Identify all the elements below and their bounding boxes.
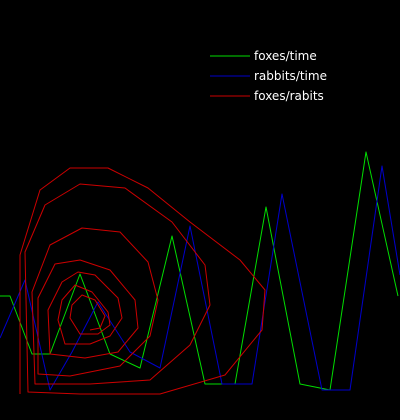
legend-label-rabbits-time: rabbits/time [254,69,327,83]
legend: foxes/time rabbits/time foxes/rabits [210,49,327,103]
series-layer [0,151,400,395]
legend-label-foxes-rabits: foxes/rabits [254,89,324,103]
series-line-rabbits-time [0,165,400,391]
legend-label-foxes-time: foxes/time [254,49,317,63]
series-line-foxes-rabits [19,167,266,395]
